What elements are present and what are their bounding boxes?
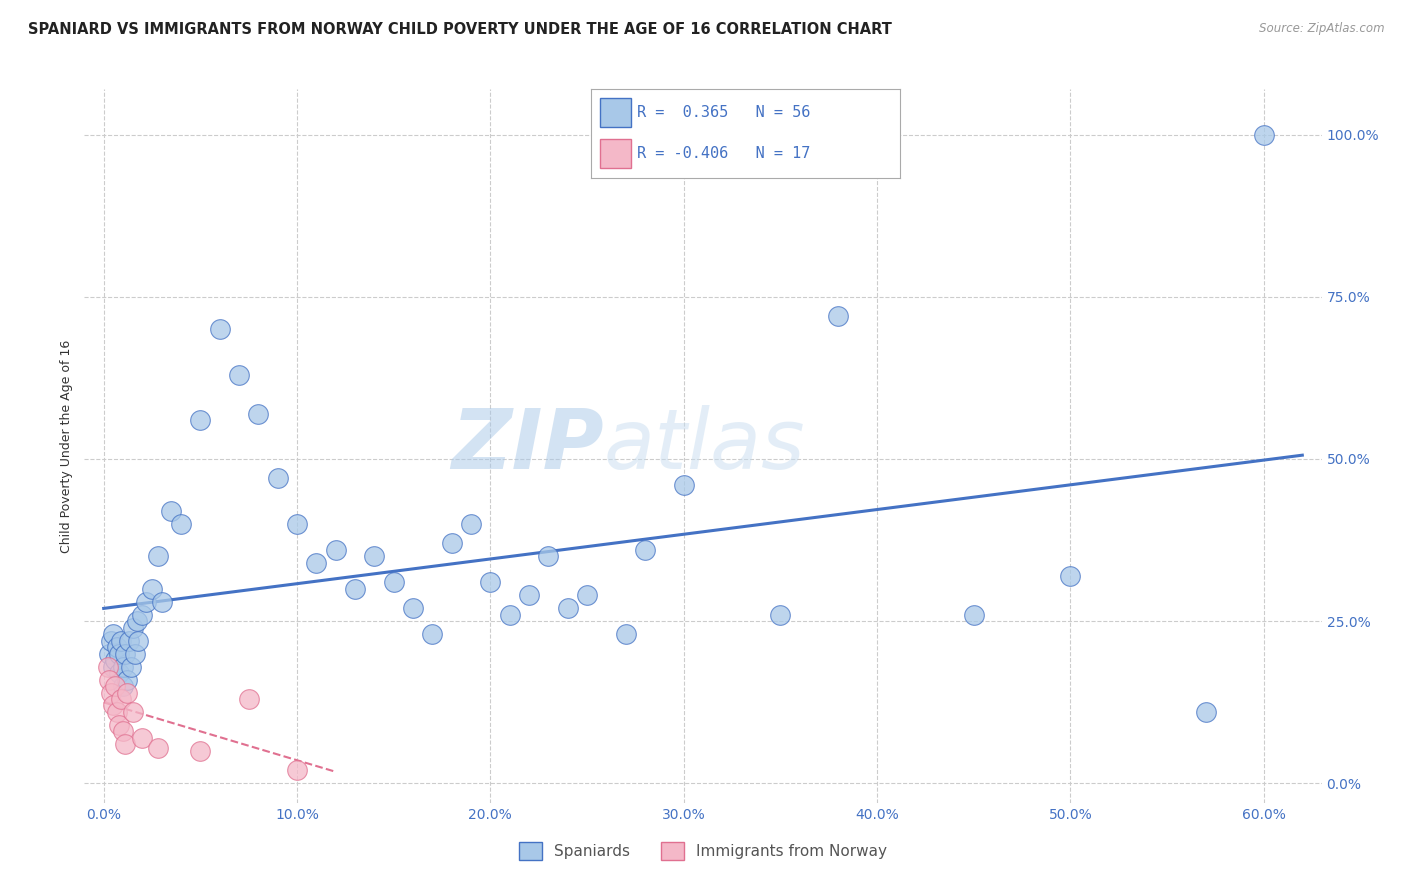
Point [247,407,270,421]
Point [124,647,146,661]
Bar [600,98,631,127]
Point [440,536,463,550]
Point [110,633,132,648]
Point [285,764,308,778]
Point [103,659,125,673]
Point [267,471,290,485]
Point [141,582,163,596]
Point [131,731,153,745]
Point [121,621,143,635]
Point [517,588,540,602]
Point [111,659,135,673]
Point [100,685,122,699]
Point [115,673,138,687]
Point [103,627,125,641]
Point [769,607,792,622]
Point [285,516,308,531]
Point [100,633,122,648]
Point [115,685,138,699]
Point [576,588,599,602]
Text: R =  0.365   N = 56: R = 0.365 N = 56 [637,105,810,120]
Point [363,549,385,564]
Point [188,744,211,758]
Point [103,698,125,713]
Point [104,679,127,693]
Point [98,673,121,687]
Point [1253,128,1275,142]
Point [110,692,132,706]
Point [499,607,522,622]
Point [238,692,260,706]
Point [479,575,502,590]
Point [98,647,121,661]
Point [170,516,193,531]
Text: ZIP: ZIP [451,406,605,486]
Point [422,627,444,641]
Point [114,738,136,752]
Point [114,647,136,661]
Point [160,504,183,518]
Point [188,413,211,427]
Point [460,516,482,531]
Point [146,549,169,564]
Point [125,614,148,628]
Text: Source: ZipAtlas.com: Source: ZipAtlas.com [1260,22,1385,36]
Point [962,607,984,622]
Point [108,718,131,732]
Point [105,705,128,719]
Bar [600,139,631,168]
Text: atlas: atlas [605,406,806,486]
Point [118,633,141,648]
Legend: Spaniards, Immigrants from Norway: Spaniards, Immigrants from Norway [513,836,893,866]
Point [325,542,347,557]
Y-axis label: Child Poverty Under the Age of 16: Child Poverty Under the Age of 16 [60,339,73,553]
Point [402,601,425,615]
Point [208,322,231,336]
Point [228,368,250,382]
Point [1059,568,1081,582]
Point [111,679,135,693]
Point [127,633,149,648]
Point [672,478,695,492]
Point [557,601,579,615]
Point [96,659,118,673]
Point [150,595,173,609]
Point [104,653,127,667]
Point [108,666,131,681]
Point [105,640,128,654]
Point [343,582,366,596]
Point [111,724,135,739]
Point [827,310,849,324]
Point [634,542,657,557]
Point [382,575,405,590]
Point [614,627,637,641]
Point [121,705,143,719]
Point [108,647,131,661]
Text: SPANIARD VS IMMIGRANTS FROM NORWAY CHILD POVERTY UNDER THE AGE OF 16 CORRELATION: SPANIARD VS IMMIGRANTS FROM NORWAY CHILD… [28,22,891,37]
Point [305,556,328,570]
Point [120,659,142,673]
Text: R = -0.406   N = 17: R = -0.406 N = 17 [637,146,810,161]
Point [135,595,157,609]
Point [146,740,169,755]
Point [1195,705,1218,719]
Point [131,607,153,622]
Point [537,549,560,564]
